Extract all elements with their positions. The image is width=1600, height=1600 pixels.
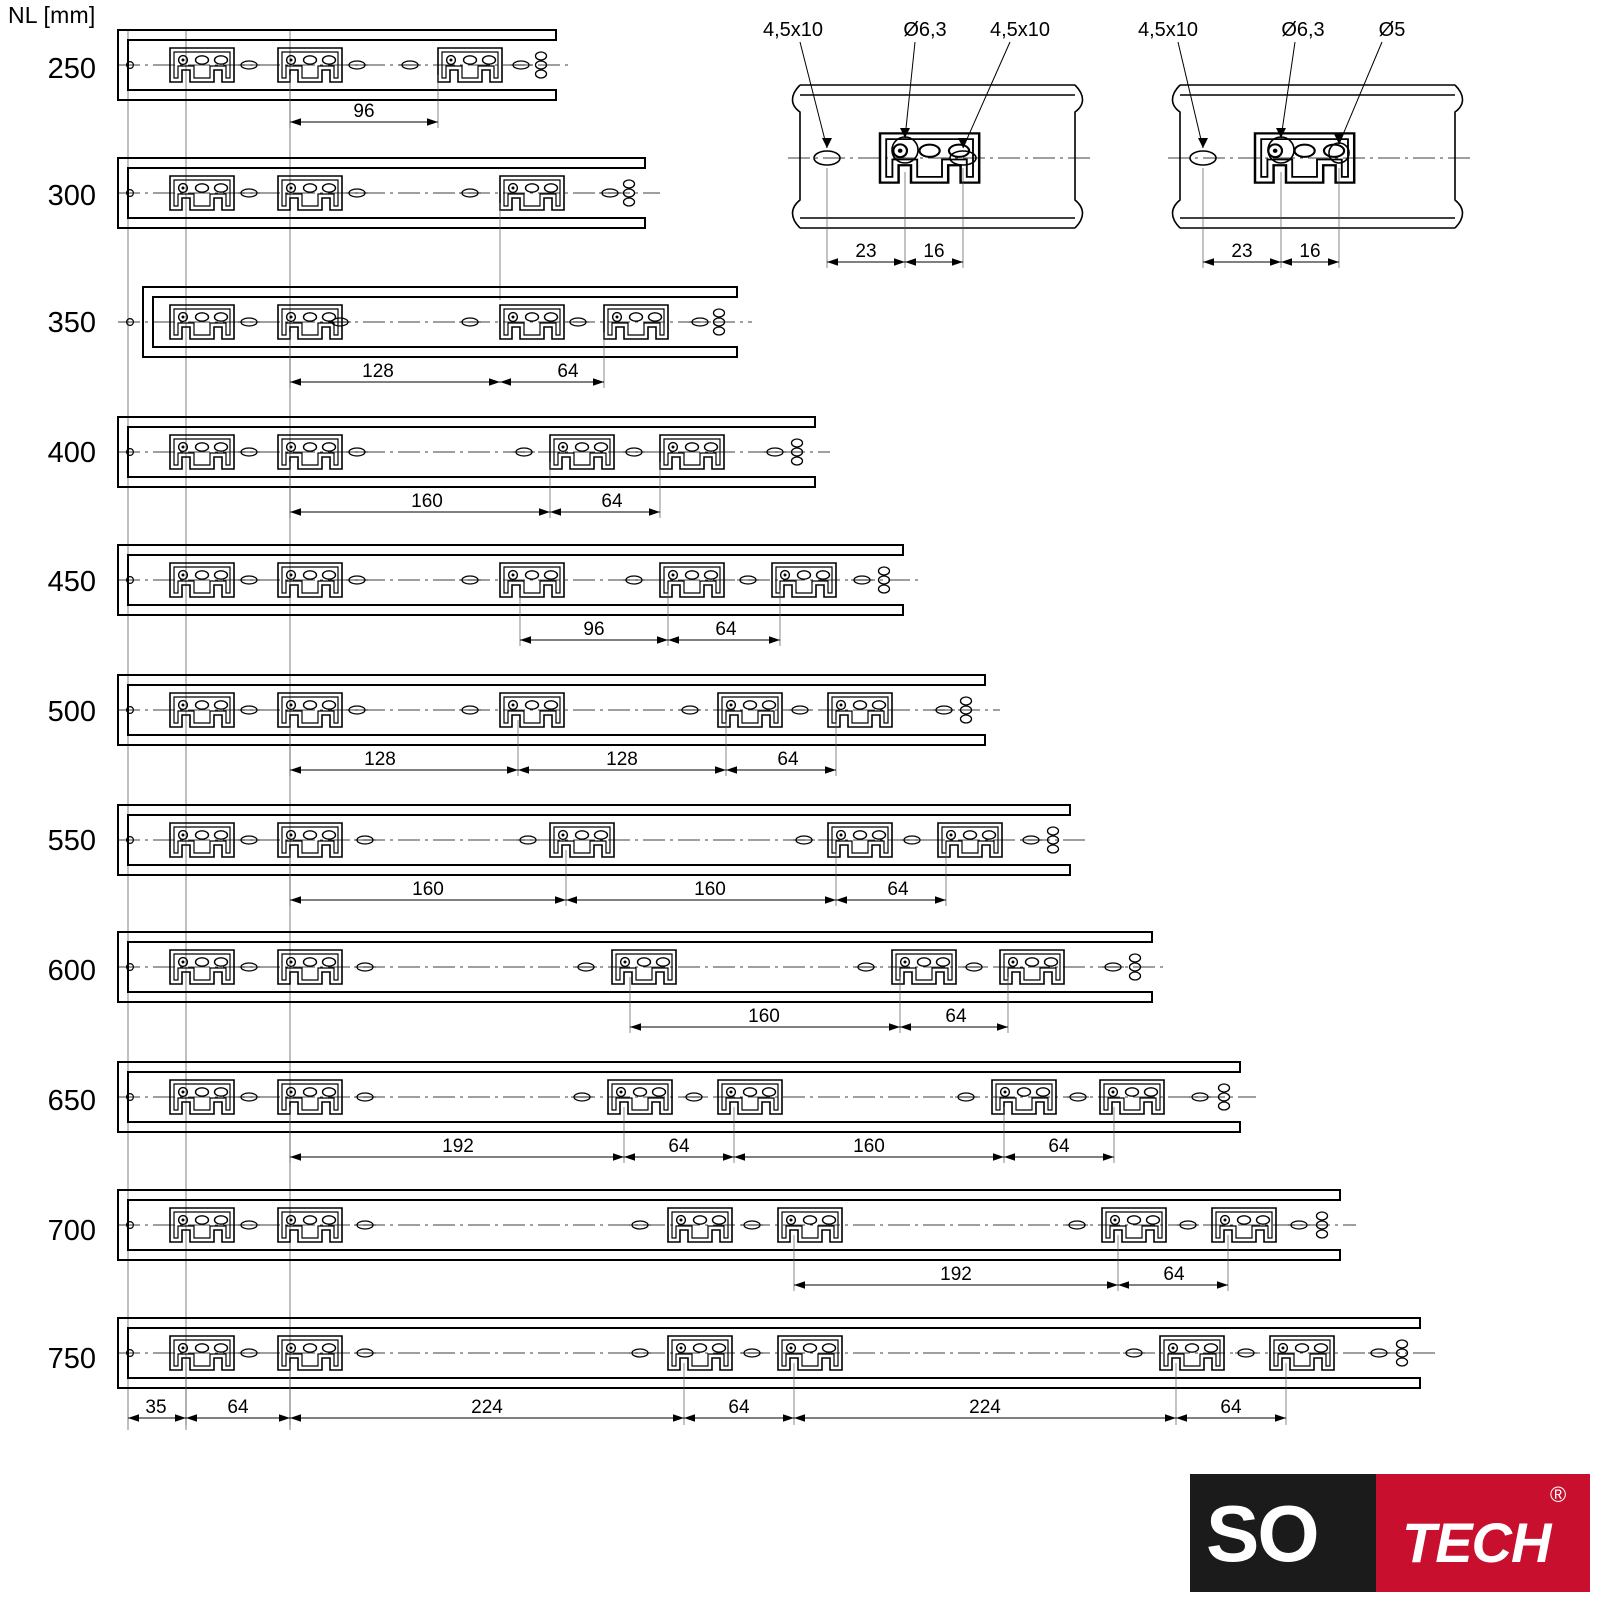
row-label-400: 400	[47, 437, 96, 469]
dim-750-4: 224	[969, 1397, 1001, 1418]
dim-350-0: 128	[362, 361, 394, 382]
nl-header-label: NL [mm]	[8, 2, 96, 28]
dim-250-0: 96	[353, 101, 374, 122]
detail-right-dim-1: 16	[1299, 241, 1320, 262]
dim-500-1: 128	[606, 749, 638, 770]
dim-500-0: 128	[364, 749, 396, 770]
detail-right-callout-2: Ø5	[1379, 19, 1406, 41]
rail-300	[117, 157, 660, 300]
rail-700: 192 64	[117, 1189, 1356, 1291]
rail-600: 160 64	[117, 931, 1168, 1033]
rail-400: 160 64	[117, 416, 830, 518]
dim-600-1: 64	[945, 1006, 967, 1027]
detail-view-right: 4,5x10 Ø6,3 Ø5 23 16	[1138, 19, 1470, 268]
rail-450: 96 64	[117, 544, 918, 646]
dim-700-1: 64	[1163, 1264, 1185, 1285]
row-label-650: 650	[47, 1085, 96, 1117]
detail-left-callout-1: Ø6,3	[903, 19, 946, 41]
row-label-450: 450	[47, 566, 96, 598]
dim-600-0: 160	[748, 1006, 780, 1027]
rail-250: 96	[117, 29, 570, 128]
row-label-600: 600	[47, 955, 96, 987]
row-label-300: 300	[47, 180, 96, 212]
dim-750-3: 64	[728, 1397, 750, 1418]
dim-750-5: 64	[1220, 1397, 1242, 1418]
dim-650-3: 64	[1048, 1136, 1070, 1157]
dim-500-2: 64	[777, 749, 799, 770]
rail-350: 128 64	[118, 286, 752, 388]
detail-right-callout-1: Ø6,3	[1281, 19, 1324, 41]
logo-black-block	[1190, 1474, 1376, 1592]
registered-trademark-icon: ®	[1550, 1482, 1567, 1507]
dim-450-0: 96	[583, 619, 604, 640]
dim-650-1: 64	[668, 1136, 690, 1157]
dim-750-2: 224	[471, 1397, 503, 1418]
dim-550-0: 160	[412, 879, 444, 900]
detail-right-dim-0: 23	[1231, 241, 1252, 262]
dim-650-0: 192	[442, 1136, 474, 1157]
detail-left-dim-1: 16	[923, 241, 944, 262]
dim-700-0: 192	[940, 1264, 972, 1285]
row-label-500: 500	[47, 696, 96, 728]
detail-right-callout-0: 4,5x10	[1138, 19, 1198, 41]
rail-550: 160 160 64	[117, 804, 1085, 906]
row-label-750: 750	[47, 1343, 96, 1375]
row-label-700: 700	[47, 1215, 96, 1247]
dim-400-0: 160	[411, 491, 443, 512]
detail-left-dim-0: 23	[855, 241, 876, 262]
logo-tech-text: TECH	[1402, 1511, 1551, 1574]
rail-500: 128 128 64	[117, 674, 1000, 776]
rail-750: 35 64 224 64 224 64	[117, 1317, 1436, 1425]
detail-left-callout-0: 4,5x10	[763, 19, 823, 41]
logo-red-block	[1376, 1474, 1590, 1592]
row-label-250: 250	[47, 53, 96, 85]
dim-450-1: 64	[715, 619, 737, 640]
detail-view-left: 4,5x10 Ø6,3 4,5x10 23 16	[763, 19, 1090, 268]
sotech-logo: SO TECH ®	[1190, 1474, 1590, 1592]
rail-650: 192 64 160 64	[117, 1061, 1256, 1163]
dim-650-2: 160	[853, 1136, 885, 1157]
dim-350-1: 64	[557, 361, 579, 382]
dim-750-0: 35	[145, 1397, 166, 1418]
row-label-550: 550	[47, 825, 96, 857]
dim-550-1: 160	[694, 879, 726, 900]
dim-550-2: 64	[887, 879, 909, 900]
logo-so-text: SO	[1206, 1489, 1320, 1578]
dim-750-1: 64	[227, 1397, 249, 1418]
row-label-350: 350	[47, 307, 96, 339]
detail-left-callout-2: 4,5x10	[990, 19, 1050, 41]
dim-400-1: 64	[601, 491, 623, 512]
